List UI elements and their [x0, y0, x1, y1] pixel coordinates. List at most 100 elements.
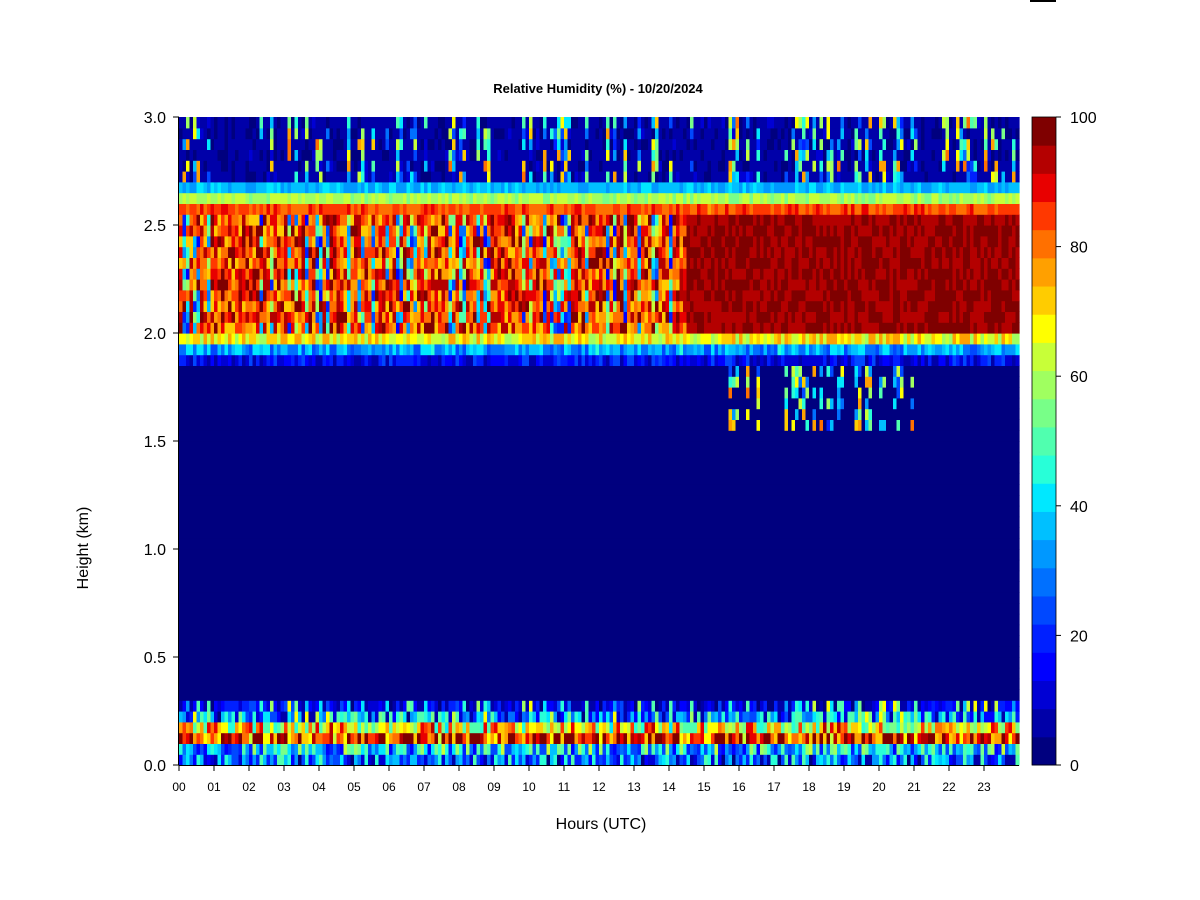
heatmap-cell — [231, 473, 236, 485]
heatmap-cell — [319, 214, 324, 226]
heatmap-cell — [319, 322, 324, 334]
heatmap-cell — [378, 657, 383, 669]
heatmap-cell — [228, 624, 233, 636]
heatmap-cell — [431, 689, 436, 701]
heatmap-cell — [217, 495, 222, 507]
heatmap-cell — [357, 225, 362, 237]
heatmap-cell — [242, 549, 247, 561]
heatmap-cell — [361, 181, 366, 194]
heatmap-cell — [434, 322, 439, 334]
heatmap-cell — [452, 451, 457, 464]
heatmap-cell — [200, 689, 205, 701]
heatmap-cell — [270, 311, 275, 323]
heatmap-cell — [221, 711, 226, 723]
heatmap-cell — [256, 689, 261, 701]
heatmap-cell — [427, 214, 432, 226]
heatmap-cell — [382, 268, 387, 280]
heatmap-cell — [441, 505, 446, 518]
heatmap-cell — [455, 495, 460, 507]
heatmap-cell — [210, 138, 215, 150]
heatmap-cell — [252, 495, 257, 507]
heatmap-cell — [396, 505, 401, 518]
heatmap-cell — [375, 484, 380, 496]
heatmap-cell — [382, 549, 387, 561]
heatmap-cell — [389, 624, 394, 636]
heatmap-cell — [413, 678, 418, 690]
heatmap-cell — [263, 192, 268, 204]
heatmap-cell — [305, 732, 310, 744]
heatmap-cell — [182, 624, 187, 636]
heatmap-cell — [228, 484, 233, 496]
heatmap-cell — [284, 549, 289, 561]
heatmap-cell — [329, 354, 334, 366]
heatmap-cell — [189, 743, 194, 755]
heatmap-cell — [284, 657, 289, 669]
heatmap-cell — [301, 300, 306, 312]
heatmap-cell — [396, 192, 401, 204]
heatmap-cell — [256, 700, 261, 712]
heatmap-cell — [221, 689, 226, 701]
heatmap-cell — [448, 246, 453, 258]
heatmap-cell — [249, 451, 254, 464]
heatmap-cell — [350, 570, 355, 582]
heatmap-cell — [280, 549, 285, 561]
heatmap-cell — [298, 235, 303, 248]
heatmap-cell — [224, 581, 229, 593]
heatmap-cell — [196, 667, 201, 680]
heatmap-cell — [228, 462, 233, 474]
heatmap-cell — [252, 192, 257, 204]
heatmap-cell — [448, 667, 453, 680]
heatmap-cell — [291, 462, 296, 474]
heatmap-cell — [189, 430, 194, 442]
heatmap-cell — [361, 559, 366, 572]
heatmap-cell — [431, 667, 436, 680]
heatmap-cell — [417, 678, 422, 690]
heatmap-cell — [343, 192, 348, 204]
heatmap-cell — [368, 311, 373, 323]
heatmap-cell — [343, 246, 348, 258]
heatmap-cell — [371, 149, 376, 161]
heatmap-cell — [277, 624, 282, 636]
heatmap-cell — [203, 581, 208, 593]
heatmap-cell — [413, 721, 418, 734]
heatmap-cell — [284, 192, 289, 204]
heatmap-cell — [280, 408, 285, 420]
heatmap-cell — [441, 235, 446, 248]
heatmap-cell — [280, 214, 285, 226]
heatmap-cell — [270, 732, 275, 744]
heatmap-cell — [326, 268, 331, 280]
heatmap-cell — [371, 300, 376, 312]
heatmap-cell — [368, 333, 373, 345]
heatmap-cell — [308, 484, 313, 496]
heatmap-cell — [361, 246, 366, 258]
heatmap-cell — [378, 322, 383, 334]
heatmap-cell — [420, 689, 425, 701]
heatmap-cell — [305, 667, 310, 680]
heatmap-cell — [340, 203, 345, 215]
heatmap-cell — [424, 559, 429, 572]
heatmap-cell — [242, 289, 247, 302]
heatmap-cell — [270, 257, 275, 269]
heatmap-cell — [452, 570, 457, 582]
heatmap-cell — [224, 495, 229, 507]
heatmap-cell — [427, 397, 432, 410]
heatmap-cell — [224, 333, 229, 345]
heatmap-cell — [399, 354, 404, 366]
heatmap-cell — [270, 408, 275, 420]
heatmap-cell — [193, 516, 198, 528]
heatmap-cell — [368, 613, 373, 626]
heatmap-cell — [270, 300, 275, 312]
heatmap-cell — [322, 149, 327, 161]
heatmap-cell — [263, 257, 268, 269]
heatmap-cell — [326, 203, 331, 215]
heatmap-cell — [333, 495, 338, 507]
heatmap-cell — [375, 570, 380, 582]
heatmap-cell — [277, 138, 282, 150]
heatmap-cell — [441, 559, 446, 572]
heatmap-cell — [361, 387, 366, 399]
heatmap-cell — [186, 549, 191, 561]
heatmap-cell — [245, 322, 250, 334]
heatmap-cell — [179, 343, 184, 356]
heatmap-cell — [382, 462, 387, 474]
heatmap-cell — [291, 527, 296, 539]
